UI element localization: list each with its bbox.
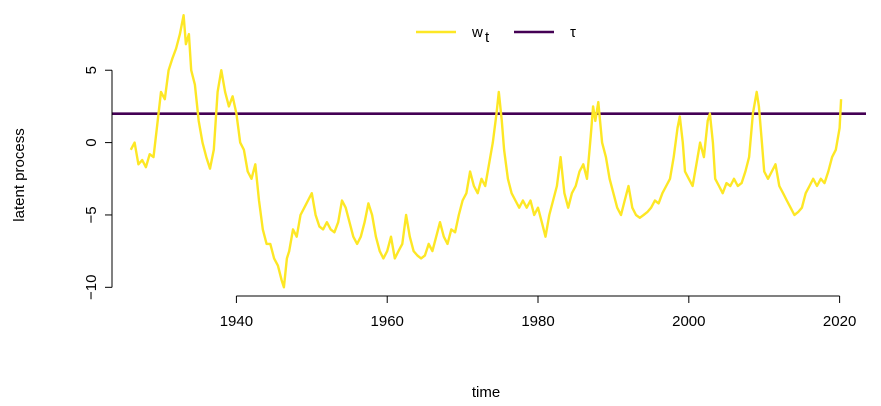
y-axis-title: latent process (11, 128, 28, 221)
x-tick-label: 2020 (823, 313, 856, 330)
legend-label-tau: τ (570, 24, 576, 41)
x-axis-title: time (472, 384, 500, 401)
y-tick-label: −5 (83, 206, 100, 223)
w-series (129, 14, 843, 289)
legend-label-w-subscript: t (485, 29, 490, 46)
y-tick-label: 5 (83, 66, 100, 74)
y-axis: −10 −5 0 5 (83, 66, 113, 300)
y-tick-label: 0 (83, 138, 100, 146)
y-tick-label: −10 (83, 275, 100, 300)
x-tick-label: 1980 (521, 313, 554, 330)
x-axis: 1940 1960 1980 2000 2020 (220, 295, 856, 330)
x-tick-label: 1960 (371, 313, 404, 330)
legend-label-w: w (471, 24, 483, 41)
x-tick-label: 1940 (220, 313, 253, 330)
w-line (129, 14, 843, 289)
x-tick-label: 2000 (672, 313, 705, 330)
